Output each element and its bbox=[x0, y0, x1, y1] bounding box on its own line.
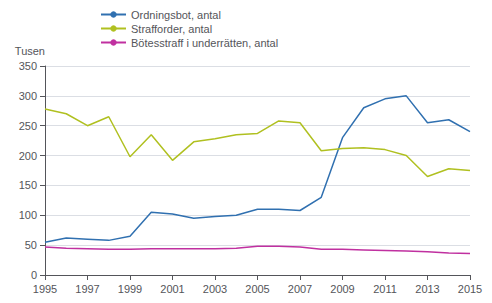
svg-text:Strafforder, antal: Strafforder, antal bbox=[131, 23, 212, 35]
svg-text:250: 250 bbox=[19, 120, 37, 132]
svg-text:2013: 2013 bbox=[415, 283, 439, 295]
svg-text:350: 350 bbox=[19, 60, 37, 72]
svg-text:Ordningsbot, antal: Ordningsbot, antal bbox=[131, 9, 221, 21]
svg-text:150: 150 bbox=[19, 179, 37, 191]
svg-text:2007: 2007 bbox=[288, 283, 312, 295]
svg-text:2003: 2003 bbox=[203, 283, 227, 295]
svg-text:50: 50 bbox=[25, 239, 37, 251]
svg-text:2005: 2005 bbox=[245, 283, 269, 295]
svg-text:1997: 1997 bbox=[75, 283, 99, 295]
svg-text:Bötesstraff i underrätten, ant: Bötesstraff i underrätten, antal bbox=[131, 37, 278, 49]
svg-text:300: 300 bbox=[19, 90, 37, 102]
svg-text:0: 0 bbox=[31, 269, 37, 281]
svg-text:2001: 2001 bbox=[160, 283, 184, 295]
svg-text:Tusen: Tusen bbox=[15, 45, 45, 57]
svg-text:2011: 2011 bbox=[373, 283, 397, 295]
svg-text:100: 100 bbox=[19, 209, 37, 221]
svg-text:2009: 2009 bbox=[330, 283, 354, 295]
svg-text:200: 200 bbox=[19, 150, 37, 162]
svg-text:1995: 1995 bbox=[33, 283, 57, 295]
svg-text:2015: 2015 bbox=[458, 283, 482, 295]
svg-text:1999: 1999 bbox=[118, 283, 142, 295]
